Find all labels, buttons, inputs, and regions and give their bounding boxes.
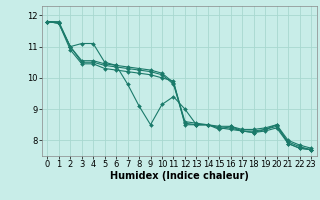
X-axis label: Humidex (Indice chaleur): Humidex (Indice chaleur) bbox=[110, 171, 249, 181]
